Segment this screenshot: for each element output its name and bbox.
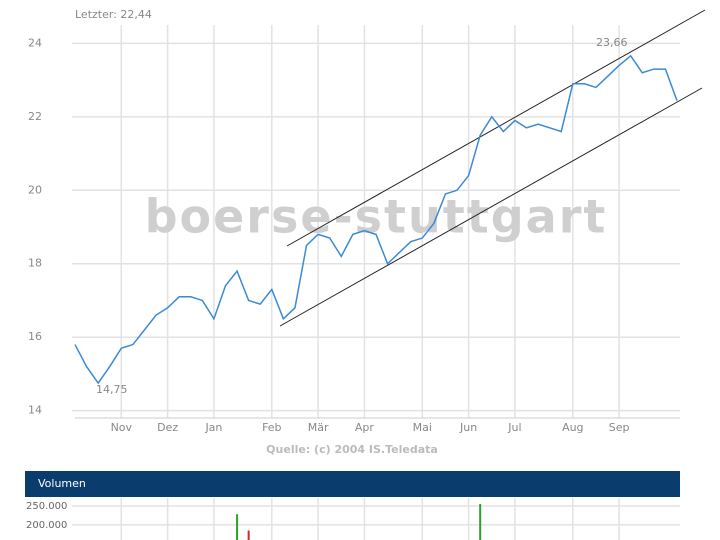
x-tick-label: Dez	[157, 421, 178, 434]
y-tick-label: 200.000	[26, 520, 67, 531]
source: Quelle: (c) 2004 IS.Teledata	[266, 443, 438, 456]
volume-bar	[479, 504, 482, 540]
x-tick-label: Nov	[111, 421, 133, 434]
x-tick-label: Aug	[562, 421, 583, 434]
x-tick-label: Jun	[459, 421, 477, 434]
price-line	[74, 54, 678, 385]
y-tick-label: 22	[28, 110, 42, 123]
y-tick-label: 24	[28, 36, 42, 49]
y-tick-label: 14	[28, 404, 42, 417]
x-tick-label: Feb	[262, 421, 281, 434]
channel-lower	[279, 87, 703, 327]
last-price: Letzter: 22,44	[75, 8, 152, 21]
min-label: 14,75	[96, 383, 128, 396]
x-tick-label: Jan	[204, 421, 222, 434]
y-tick-label: 18	[28, 257, 42, 270]
y-tick-label: 20	[28, 183, 42, 196]
channel-upper	[286, 9, 706, 247]
volume-bar	[247, 530, 250, 540]
volume-title: Volumen	[38, 477, 86, 490]
y-tick-label: 250.000	[26, 501, 67, 512]
x-tick-label: Mai	[413, 421, 432, 434]
volume-bar	[236, 514, 239, 540]
x-tick-label: Jul	[507, 421, 521, 434]
max-label: 23,66	[596, 36, 628, 49]
x-tick-label: Sep	[609, 421, 630, 434]
y-tick-label: 16	[28, 330, 42, 343]
volume-header	[25, 471, 680, 497]
x-tick-label: Apr	[355, 421, 375, 434]
x-tick-label: Mär	[308, 421, 329, 434]
